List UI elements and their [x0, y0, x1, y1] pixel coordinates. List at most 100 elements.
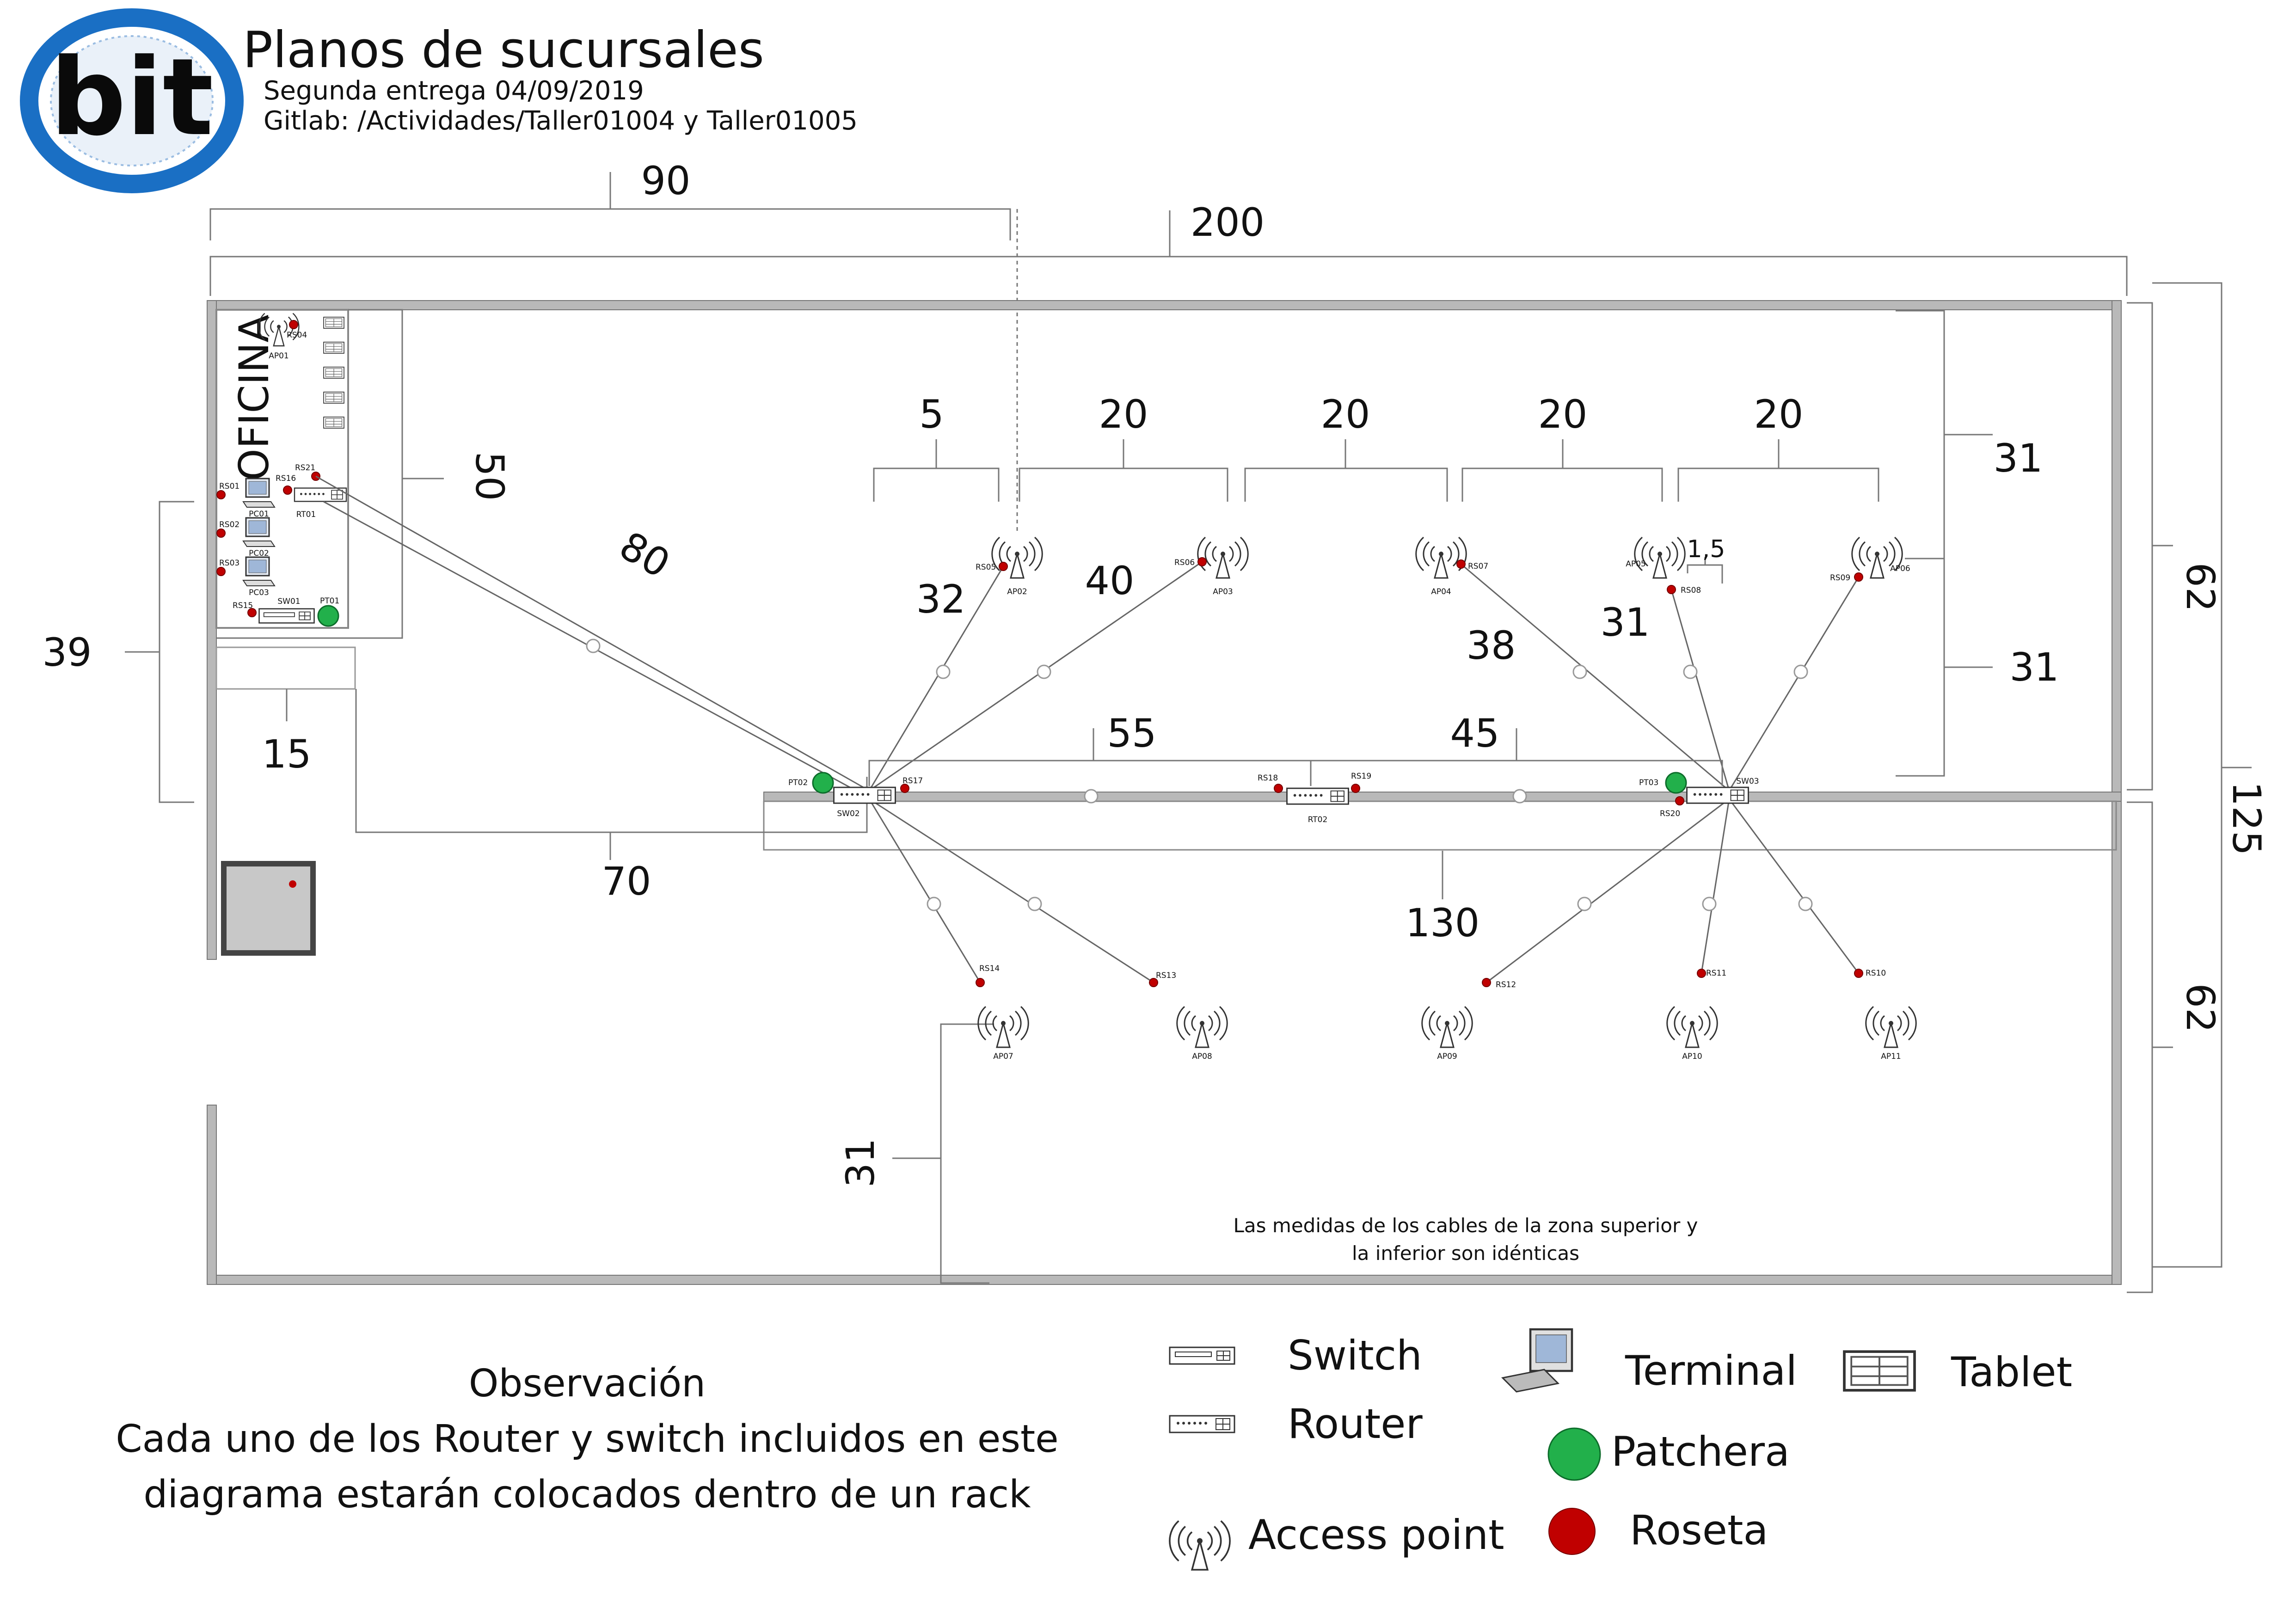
- rs13-label: RS13: [1156, 971, 1176, 980]
- rt01-icon: [294, 487, 347, 502]
- building-walls: [207, 300, 2122, 1285]
- dim-55-label: 55: [1107, 711, 1157, 756]
- ap02-label: AP02: [1007, 587, 1027, 596]
- dim-20-b-label: 20: [1321, 392, 1370, 437]
- legend-switch: Switch: [1288, 1332, 1422, 1379]
- rs01-label: RS01: [219, 482, 239, 491]
- dim-125: 125: [2152, 282, 2269, 1268]
- pt03-dot: [1665, 772, 1687, 794]
- ap01-label: AP01: [269, 351, 289, 361]
- tablet-icon: [323, 367, 344, 379]
- dim-38-label: 38: [1467, 623, 1516, 668]
- dim-62-lower: 62: [2127, 801, 2223, 1293]
- dim-130: 130: [1406, 851, 1480, 946]
- dim-45: 45: [1310, 711, 1723, 786]
- observation-title: Observación: [469, 1362, 706, 1406]
- ap07-label: AP07: [993, 1052, 1013, 1061]
- sw03-label: SW03: [1736, 777, 1759, 786]
- rs18-label: RS18: [1258, 774, 1278, 783]
- observation-line2: diagrama estarán colocados dentro de un …: [143, 1473, 1031, 1517]
- ap10-label: AP10: [1682, 1052, 1702, 1061]
- dim-40-label: 40: [1085, 558, 1135, 603]
- rs19-dot: [1351, 784, 1360, 793]
- rs17-dot: [900, 784, 909, 793]
- dim-1-5-label: 1,5: [1687, 535, 1725, 563]
- ap09-icon: [1421, 1006, 1473, 1048]
- rs21-label: RS21: [295, 463, 315, 473]
- ap05-icon: [1634, 536, 1686, 579]
- dim-90-label: 90: [641, 158, 691, 203]
- rs08-label: RS08: [1681, 586, 1701, 595]
- rs02-dot: [216, 528, 226, 538]
- legend-access-point: Access point: [1248, 1511, 1504, 1559]
- sw03-icon: [1686, 786, 1749, 804]
- legend-terminal: Terminal: [1625, 1347, 1797, 1395]
- dim-20-d: 20: [1677, 392, 1879, 502]
- dim-80-label: 80: [612, 523, 678, 587]
- tablet-icon: [323, 392, 344, 404]
- rs16-label: RS16: [276, 474, 296, 483]
- ap08-icon: [1176, 1006, 1228, 1048]
- terminal-legend-icon: [1501, 1328, 1573, 1393]
- dim-200-label: 200: [1191, 200, 1265, 245]
- ap09-label: AP09: [1437, 1052, 1457, 1061]
- rs16-dot: [283, 485, 292, 495]
- ap11-icon: [1865, 1006, 1917, 1048]
- rs17-label: RS17: [902, 776, 923, 786]
- rs01-dot: [216, 490, 226, 499]
- dim-125-label: 125: [2224, 781, 2269, 855]
- rt02-icon: [1286, 787, 1349, 805]
- dim-70: 70: [355, 689, 868, 904]
- rs20-label: RS20: [1660, 809, 1680, 818]
- corridor: [763, 800, 2117, 851]
- dim-62-a-label: 62: [2178, 563, 2223, 612]
- rs05-label: RS05: [976, 563, 996, 572]
- rs12-label: RS12: [1496, 980, 1516, 989]
- dim-20-c-label: 20: [1538, 392, 1588, 437]
- dim-62-b-label: 62: [2178, 983, 2223, 1033]
- rs13-dot: [1149, 978, 1158, 987]
- tablet-icon: [323, 342, 344, 354]
- dim-70-label: 70: [602, 859, 651, 904]
- ap04-icon: [1415, 536, 1467, 579]
- pc02-label: PC02: [249, 549, 269, 558]
- ap05-label: AP05: [1626, 559, 1646, 569]
- rs02-label: RS02: [219, 520, 239, 529]
- legend-router: Router: [1288, 1400, 1423, 1448]
- dim-31-c-label: 31: [1601, 600, 1650, 645]
- rs08-dot: [1667, 585, 1676, 594]
- pt03-label: PT03: [1639, 778, 1658, 787]
- dim-39: 39: [43, 501, 194, 803]
- dim-15-label: 15: [262, 731, 312, 777]
- dim-5: 5: [873, 392, 1000, 502]
- pt02-dot: [812, 772, 834, 794]
- office-label: OFICINA: [230, 314, 278, 480]
- tablet-icon: [323, 317, 344, 329]
- router-legend-icon: [1169, 1415, 1235, 1433]
- rs05-dot: [999, 562, 1008, 571]
- dim-130-label: 130: [1406, 900, 1480, 946]
- dim-20-c: 20: [1461, 392, 1663, 502]
- ap04-label: AP04: [1431, 587, 1451, 596]
- rs15-label: RS15: [233, 601, 253, 610]
- dim-31-d-label: 31: [838, 1138, 883, 1188]
- rs04-label: RS04: [287, 331, 307, 340]
- dim-90: 90: [209, 158, 1011, 240]
- cable-nodes: [586, 639, 1813, 911]
- tablet-icon: [323, 417, 344, 429]
- pc03-label: PC03: [249, 588, 269, 597]
- rs09-label: RS09: [1830, 573, 1850, 583]
- dim-31-b-label: 31: [2010, 645, 2059, 690]
- dim-32-label: 32: [916, 577, 966, 622]
- rs06-dot: [1197, 557, 1207, 566]
- dim-20-d-label: 20: [1754, 392, 1804, 437]
- sw01-icon: [258, 608, 315, 624]
- dim-1-5: 1,5: [1687, 535, 1725, 584]
- note-line1: Las medidas de los cables de la zona sup…: [1234, 1214, 1698, 1237]
- legend: Switch Router Access point Terminal Patc…: [1169, 1328, 2072, 1571]
- dim-45-label: 45: [1450, 711, 1500, 756]
- dim-55: 55: [868, 711, 1312, 786]
- rs07-dot: [1456, 559, 1466, 569]
- ap10-icon: [1666, 1006, 1718, 1048]
